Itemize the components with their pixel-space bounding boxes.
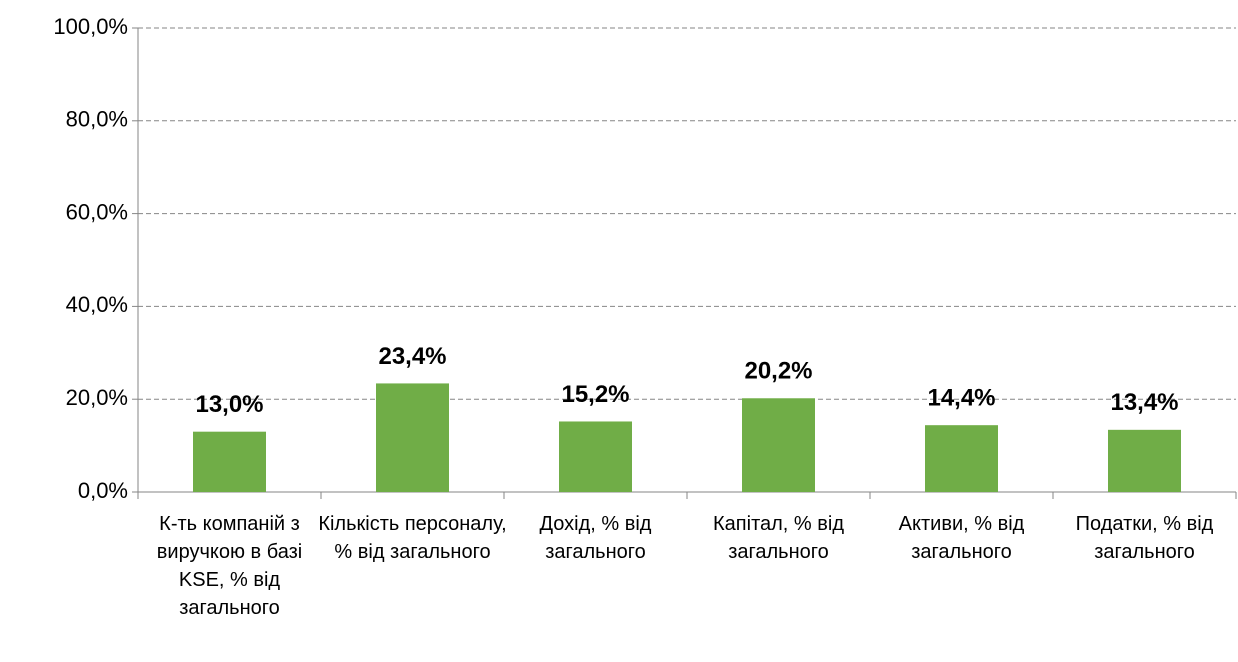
bar xyxy=(193,431,266,492)
data-label: 13,0% xyxy=(195,391,263,418)
bar xyxy=(1108,429,1181,492)
bar xyxy=(925,425,998,492)
data-label: 13,4% xyxy=(1110,389,1178,416)
x-tick-label: Податки, % від загального xyxy=(1075,513,1214,563)
x-tick-label: Дохід, % від загального xyxy=(539,513,652,563)
data-label: 20,2% xyxy=(744,358,812,385)
y-tick-label: 20,0% xyxy=(66,385,128,410)
bar xyxy=(742,398,815,492)
y-tick-label: 80,0% xyxy=(66,107,128,132)
data-label: 15,2% xyxy=(561,381,629,408)
data-label: 23,4% xyxy=(378,343,446,370)
y-tick-label: 60,0% xyxy=(66,199,128,224)
data-label: 14,4% xyxy=(927,385,995,412)
x-tick-label: Капітал, % від загального xyxy=(713,513,844,563)
y-tick-label: 0,0% xyxy=(78,478,128,503)
x-tick-label: К-ть компаній з виручкою в базі KSE, % в… xyxy=(156,513,303,619)
y-tick-label: 40,0% xyxy=(66,292,128,317)
bar xyxy=(376,383,449,492)
x-tick-label: Кількість персоналу, % від загального xyxy=(318,513,507,563)
x-tick-label: Активи, % від загального xyxy=(898,513,1025,563)
y-tick-label: 100,0% xyxy=(53,14,128,39)
bar xyxy=(559,421,632,492)
